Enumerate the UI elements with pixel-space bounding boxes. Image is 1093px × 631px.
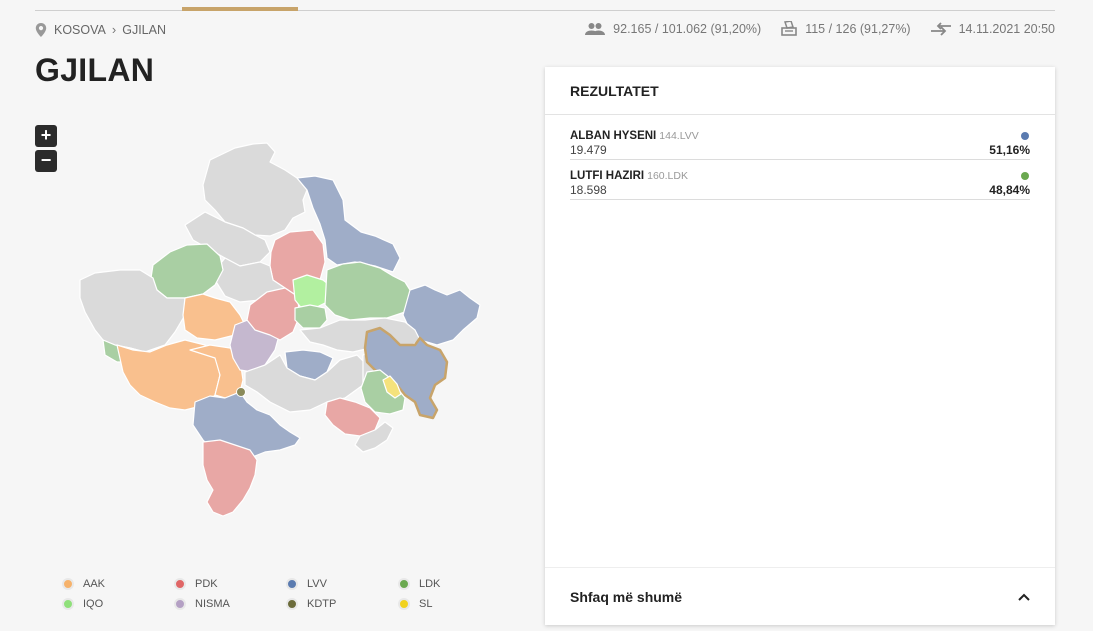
candidate-code: 144.LVV [659, 130, 699, 142]
chevron-up-icon [1018, 593, 1030, 601]
zoom-out-button[interactable]: − [35, 150, 57, 172]
show-more-label: Shfaq më shumë [570, 588, 683, 605]
breadcrumb-root[interactable]: KOSOVA [54, 22, 106, 37]
map-region-ldk-south[interactable] [360, 369, 406, 415]
map-region-lvv-north[interactable] [296, 175, 401, 273]
result-row[interactable]: ALBAN HYSENI 144.LVV 19.479 51,16% [570, 130, 1030, 160]
legend-dot [62, 598, 74, 610]
legend-dot [286, 578, 298, 590]
legend-dot [174, 598, 186, 610]
results-panel-title: REZULTATET [545, 67, 1055, 115]
legend-label: SL [419, 598, 433, 610]
legend-item-ldk: LDK [398, 578, 510, 590]
stations-stat: 115 / 126 (91,27%) [781, 21, 911, 36]
party-color-dot [1021, 172, 1029, 180]
legend-dot [398, 578, 410, 590]
legend-dot [398, 598, 410, 610]
legend-label: IQO [83, 598, 104, 610]
candidate-name: ALBAN HYSENI [570, 130, 657, 142]
stats-bar: 92.165 / 101.062 (91,20%) 115 / 126 (91,… [565, 21, 1055, 36]
map-region-kdtp[interactable] [236, 387, 246, 397]
map-region-ldk-small[interactable] [294, 304, 328, 329]
breadcrumb-current: GJILAN [122, 22, 166, 37]
candidate-percent: 51,16% [989, 143, 1030, 157]
map-region-ldk-west[interactable] [150, 243, 224, 299]
map-region-north[interactable] [202, 142, 308, 237]
legend-label: LVV [307, 578, 327, 590]
zoom-in-button[interactable]: + [35, 125, 57, 147]
updated-stat: 14.11.2021 20:50 [930, 21, 1055, 36]
map-legend: AAK PDK LVV LDK IQO NISMA KDTP SL [62, 578, 510, 610]
candidate-votes: 19.479 [570, 143, 607, 157]
candidate-name: LUTFI HAZIRI [570, 170, 645, 182]
map-region-sl[interactable] [382, 375, 402, 399]
legend-item-kdtp: KDTP [286, 598, 398, 610]
kosovo-municipality-map[interactable] [75, 140, 495, 520]
legend-item-aak: AAK [62, 578, 174, 590]
results-list: ALBAN HYSENI 144.LVV 19.479 51,16% LUTFI … [545, 115, 1055, 200]
map-region-pdk-central[interactable] [246, 287, 301, 341]
voters-stat: 92.165 / 101.062 (91,20%) [585, 22, 761, 36]
legend-item-nisma: NISMA [174, 598, 286, 610]
stations-count: 115 / 126 (91,27%) [805, 21, 911, 36]
voters-count: 92.165 / 101.062 (91,20%) [613, 21, 762, 36]
party-color-dot [1021, 132, 1029, 140]
legend-item-lvv: LVV [286, 578, 398, 590]
result-row[interactable]: LUTFI HAZIRI 160.LDK 18.598 48,84% [570, 170, 1030, 200]
active-tab-indicator [182, 7, 298, 11]
legend-label: NISMA [195, 598, 230, 610]
candidate-votes: 18.598 [570, 183, 607, 197]
legend-label: LDK [419, 578, 441, 590]
chevron-right-icon: › [111, 22, 117, 37]
results-panel: REZULTATET ALBAN HYSENI 144.LVV 19.479 51… [545, 67, 1055, 625]
map-region-west[interactable] [79, 269, 186, 353]
legend-label: PDK [195, 578, 218, 590]
top-divider [35, 10, 1055, 11]
legend-item-sl: SL [398, 598, 510, 610]
location-pin-icon [35, 22, 47, 37]
map-region-ldk-east[interactable] [324, 261, 416, 321]
map-region-pdk-south[interactable] [202, 439, 258, 517]
page-title: GJILAN [35, 52, 155, 88]
legend-item-iqo: IQO [62, 598, 174, 610]
legend-dot [62, 578, 74, 590]
breadcrumb: KOSOVA › GJILAN [35, 22, 166, 37]
legend-dot [286, 598, 298, 610]
updated-time: 14.11.2021 20:50 [958, 21, 1055, 36]
ballot-box-icon [781, 21, 798, 36]
legend-dot [174, 578, 186, 590]
show-more-button[interactable]: Shfaq më shumë [545, 567, 1055, 625]
legend-label: KDTP [307, 598, 337, 610]
legend-label: AAK [83, 578, 106, 590]
people-icon [585, 22, 606, 35]
candidate-percent: 48,84% [989, 183, 1030, 197]
legend-item-pdk: PDK [174, 578, 286, 590]
candidate-code: 160.LDK [647, 170, 688, 182]
swap-arrows-icon [930, 21, 951, 36]
map-region-southeast-tip[interactable] [354, 421, 394, 453]
